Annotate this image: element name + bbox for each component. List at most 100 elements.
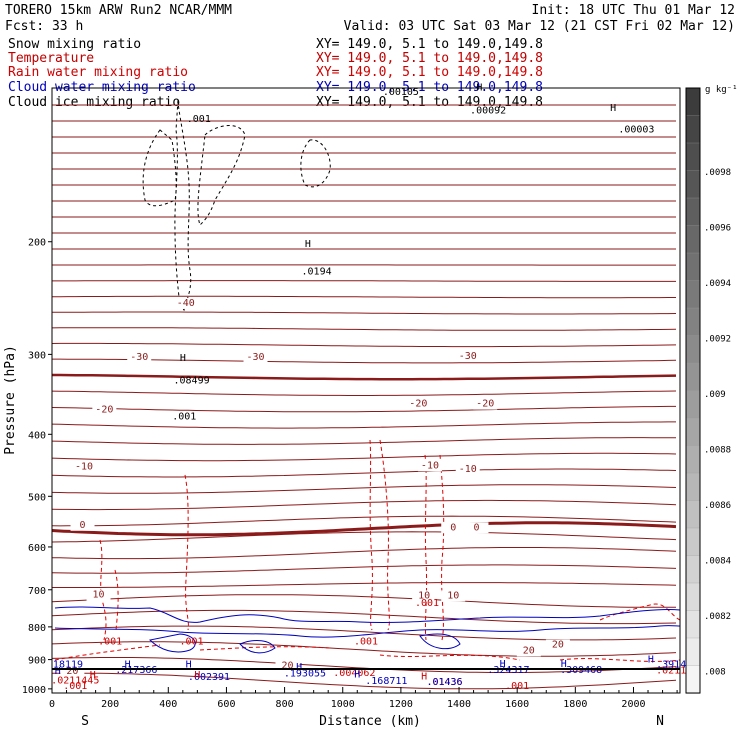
isotherm-label: 20 — [66, 666, 78, 677]
colorbar-segment — [685, 610, 701, 639]
colorbar-label: .0086 — [704, 501, 731, 511]
ice-contour — [174, 99, 192, 312]
cloud-water-label: .217366 — [115, 665, 157, 676]
field-name-snow: Snow mixing ratio — [8, 37, 141, 52]
plot-frame — [51, 87, 681, 694]
isotherm-line — [51, 672, 677, 690]
ice-label: .001 — [187, 114, 211, 125]
isotherm-line — [51, 515, 677, 527]
rain-water-contours — [54, 439, 681, 662]
rain-label: .001 — [98, 637, 122, 648]
high-marker: H — [561, 659, 567, 670]
rain-label: .001 — [505, 681, 529, 692]
high-marker: H — [186, 660, 192, 671]
y-axis-title: Pressure (hPa) — [3, 345, 18, 455]
colorbar-label: .009 — [704, 390, 726, 400]
isotherm-line — [51, 421, 676, 429]
isotherm-label-bg — [417, 460, 442, 472]
high-marker: H — [648, 655, 654, 666]
isotherm-label: -10 — [75, 461, 93, 472]
cloud-water-contour — [239, 640, 276, 654]
cloud-water-label: .324317 — [487, 665, 529, 676]
isotherm-label: -30 — [459, 351, 477, 362]
x-tick-label: 600 — [217, 699, 235, 710]
isotherm-line — [51, 327, 677, 331]
isotherm-label: 10 — [447, 590, 459, 601]
isotherm-line — [51, 564, 677, 574]
cloud-water-label: .309468 — [560, 665, 602, 676]
rain-contour — [99, 539, 119, 641]
x-tick-label: 400 — [159, 699, 177, 710]
x-tick-label: 1800 — [563, 699, 587, 710]
colorbar-segment — [685, 555, 701, 584]
isotherm-label-bg — [464, 522, 489, 534]
colorbar-label: .0088 — [704, 446, 731, 456]
ice-label: .001 — [172, 411, 196, 422]
ice-label: .00003 — [618, 125, 654, 136]
rain-label: .001 — [63, 681, 87, 692]
isotherm-label-bg — [455, 350, 480, 362]
field-range-temperature: XY= 149.0, 5.1 to 149.0,149.8 — [316, 51, 543, 66]
isotherm-line — [51, 437, 677, 445]
colorbar-label: .0094 — [704, 279, 731, 289]
zero-isotherm — [51, 521, 677, 537]
isotherm-line — [52, 295, 676, 299]
contour-labels: -40 -30 -30 -30 -20 -20 -20 -10 -10 -10 0 0 0 10 10 10 2… — [51, 82, 692, 691]
isotherm-label: -10 — [421, 460, 439, 471]
colorbar-label: .0096 — [704, 224, 731, 234]
isotherm-label-bg — [455, 463, 480, 475]
y-tick-label: 300 — [28, 350, 46, 361]
cloud-water-label: .01436 — [426, 677, 462, 688]
rain-contour — [599, 603, 681, 621]
isotherm-label-bg — [545, 639, 570, 651]
colorbar-segment — [685, 307, 701, 337]
isotherm-label-bg — [71, 461, 96, 473]
x-tick-label: 1400 — [447, 699, 471, 710]
isotherm-label: 0 — [80, 520, 86, 531]
colorbar-frame — [685, 87, 701, 694]
cloud-water-contour — [54, 606, 681, 624]
rain-label: .001 — [415, 598, 439, 609]
isotherm-label: -20 — [95, 405, 113, 416]
x-tick-label: 1200 — [389, 699, 413, 710]
colorbar-segment — [685, 197, 701, 227]
colorbar-segment — [685, 417, 701, 447]
isotherm-line — [51, 390, 677, 396]
cloud-water-contour — [148, 633, 196, 653]
high-marker: H — [296, 662, 302, 673]
y-tick-label: 1000 — [22, 685, 46, 696]
colorbar-segment — [685, 500, 701, 529]
colorbar-segment — [685, 87, 701, 117]
colorbar-segment — [685, 362, 701, 392]
colorbar-segment — [685, 115, 701, 144]
isotherm-label-bg — [473, 398, 498, 410]
field-name-rain: Rain water mixing ratio — [8, 65, 188, 80]
header-line1-left: TORERO 15km ARW Run2 NCAR/MMM — [5, 3, 232, 18]
x-tick-label: 800 — [276, 699, 294, 710]
isotherm-line — [51, 594, 676, 608]
isotherm-label-bg — [86, 589, 111, 601]
isotherm-line — [51, 499, 677, 511]
header-line2-left: Fcst: 33 h — [5, 19, 83, 34]
x-tick-label: 0 — [49, 699, 55, 710]
ice-contour — [197, 125, 246, 226]
isotherm-label: -20 — [409, 399, 427, 410]
ice-label: .00092 — [470, 105, 506, 116]
isotherm-label-bg — [516, 645, 541, 657]
colorbar-segment — [685, 170, 701, 199]
x-axis-right-end: N — [656, 714, 664, 729]
field-range-snow: XY= 149.0, 5.1 to 149.0,149.8 — [316, 37, 543, 52]
x-tick-label: 200 — [101, 699, 119, 710]
y-tick-label: 800 — [28, 623, 46, 634]
y-tick-label: 500 — [28, 492, 46, 503]
rain-label: .01436 — [426, 677, 462, 688]
isotherm-label-bg — [441, 590, 466, 602]
rain-label: .0211445 — [51, 675, 99, 686]
ice-label: .00105 — [383, 87, 419, 98]
colorbar-segment — [685, 335, 701, 364]
isotherm-label: -20 — [476, 399, 494, 410]
isotherm-line — [51, 468, 677, 478]
isotherm-label: -40 — [177, 298, 195, 309]
isotherm-label-bg — [441, 522, 466, 534]
isotherm-label: 0 — [450, 522, 456, 533]
